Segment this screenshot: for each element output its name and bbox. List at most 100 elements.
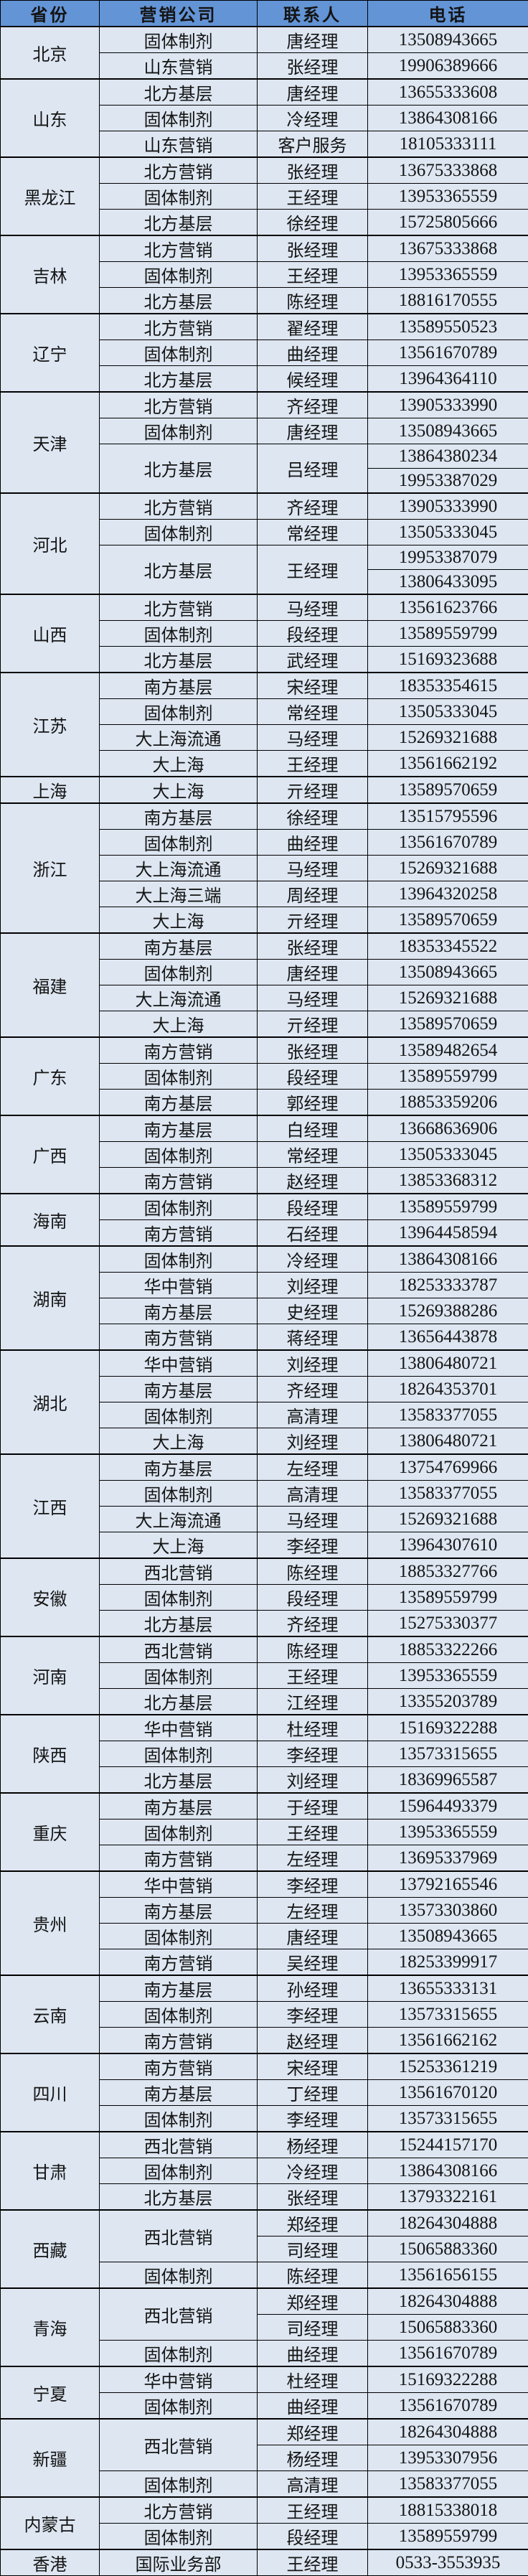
phone-cell: 13583377055: [368, 1481, 528, 1507]
company-cell: 南方营销: [100, 1324, 258, 1351]
contact-cell: 齐经理: [258, 1377, 368, 1402]
phone-cell: 13508943665: [368, 960, 528, 985]
phone-cell: 13573315655: [368, 2002, 528, 2028]
phone-cell: 13964458594: [368, 1220, 528, 1247]
contact-cell: 杜经理: [258, 1715, 368, 1741]
phone-cell: 13953365559: [368, 184, 528, 210]
contact-cell: 唐经理: [258, 79, 368, 106]
phone-cell: 15169322288: [368, 1715, 528, 1741]
phone-cell: 13561662192: [368, 751, 528, 777]
phone-cell: 15269321688: [368, 856, 528, 881]
phone-cell: 13561656155: [368, 2262, 528, 2289]
province-cell: 浙江: [1, 803, 100, 933]
company-cell: 北方基层: [100, 444, 258, 494]
phone-cell: 15169322288: [368, 2366, 528, 2393]
phone-cell: 18369965587: [368, 1767, 528, 1794]
contact-cell: 赵经理: [258, 2028, 368, 2054]
contact-cell: 白经理: [258, 1115, 368, 1142]
company-cell: 固体制剂: [100, 2393, 258, 2420]
company-cell: 固体制剂: [100, 1585, 258, 1611]
company-cell: 固体制剂: [100, 1064, 258, 1090]
contact-cell: 曲经理: [258, 2341, 368, 2367]
phone-cell: 13561670789: [368, 340, 528, 366]
contact-cell: 司经理: [258, 2315, 368, 2341]
phone-cell: 13905333990: [368, 392, 528, 418]
company-cell: 南方基层: [100, 1898, 258, 1924]
company-cell: 北方基层: [100, 210, 258, 236]
province-cell: 重庆: [1, 1793, 100, 1871]
contact-cell: 唐经理: [258, 1924, 368, 1949]
province-cell: 青海: [1, 2288, 100, 2366]
header-row: 省份 营销公司 联系人 电话: [1, 1, 528, 27]
company-cell: 华中营销: [100, 1715, 258, 1741]
phone-cell: 13953365559: [368, 1819, 528, 1845]
phone-cell: 13695337969: [368, 1845, 528, 1872]
phone-cell: 13589559799: [368, 621, 528, 647]
contact-cell: 杜经理: [258, 2366, 368, 2393]
contact-cell: 高清理: [258, 1402, 368, 1428]
province-cell: 辽宁: [1, 314, 100, 392]
contact-cell: 马经理: [258, 856, 368, 881]
contact-cell: 王经理: [258, 1663, 368, 1689]
phone-cell: 13806480721: [368, 1350, 528, 1377]
company-cell: 固体制剂: [100, 1246, 258, 1273]
phone-cell: 13515795596: [368, 803, 528, 830]
phone-cell: 15169323688: [368, 647, 528, 673]
phone-cell: 18264353701: [368, 1377, 528, 1402]
contact-cell: 郑经理: [258, 2419, 368, 2445]
province-cell: 陕西: [1, 1715, 100, 1793]
phone-cell: 13589559799: [368, 1194, 528, 1220]
province-cell: 江苏: [1, 673, 100, 777]
phone-cell: 18264304888: [368, 2419, 528, 2445]
company-cell: 北方营销: [100, 157, 258, 184]
contact-cell: 齐经理: [258, 392, 368, 418]
contact-cell: 唐经理: [258, 27, 368, 53]
company-cell: 固体制剂: [100, 2471, 258, 2498]
contact-cell: 唐经理: [258, 960, 368, 985]
company-cell: 北方基层: [100, 79, 258, 106]
contact-cell: 宋经理: [258, 673, 368, 699]
company-cell: 固体制剂: [100, 2341, 258, 2367]
contact-cell: 马经理: [258, 725, 368, 751]
contact-cell: 齐经理: [258, 493, 368, 520]
phone-cell: 13964364110: [368, 366, 528, 393]
province-cell: 河北: [1, 493, 100, 594]
phone-cell: 15269321688: [368, 1507, 528, 1532]
contact-cell: 张经理: [258, 157, 368, 184]
province-cell: 北京: [1, 27, 100, 79]
phone-cell: 13573315655: [368, 2106, 528, 2132]
phone-cell: 18853359206: [368, 1090, 528, 1116]
company-cell: 固体制剂: [100, 830, 258, 856]
phone-cell: 13589570659: [368, 907, 528, 934]
contact-cell: 亓经理: [258, 777, 368, 803]
contact-cell: 刘经理: [258, 1428, 368, 1455]
company-cell: 南方基层: [100, 1377, 258, 1402]
contact-cell: 段经理: [258, 2524, 368, 2550]
company-cell: 北方基层: [100, 1689, 258, 1715]
phone-cell: 13505333045: [368, 699, 528, 725]
contact-cell: 张经理: [258, 2184, 368, 2211]
province-cell: 广西: [1, 1115, 100, 1194]
province-cell: 云南: [1, 1975, 100, 2053]
company-cell: 南方基层: [100, 1975, 258, 2002]
phone-cell: 13589570659: [368, 777, 528, 803]
contact-cell: 李经理: [258, 2002, 368, 2028]
contact-cell: 冷经理: [258, 2158, 368, 2184]
company-cell: 固体制剂: [100, 1819, 258, 1845]
phone-cell: 15725805666: [368, 210, 528, 236]
province-cell: 宁夏: [1, 2366, 100, 2419]
contact-cell: 杨经理: [258, 2132, 368, 2158]
phone-cell: 0533-3553935: [368, 2549, 528, 2576]
company-cell: 固体制剂: [100, 1924, 258, 1949]
phone-cell: 13589559799: [368, 1064, 528, 1090]
company-cell: 南方营销: [100, 2028, 258, 2054]
contact-cell: 史经理: [258, 1298, 368, 1324]
contact-cell: 张经理: [258, 933, 368, 960]
contact-cell: 段经理: [258, 1585, 368, 1611]
